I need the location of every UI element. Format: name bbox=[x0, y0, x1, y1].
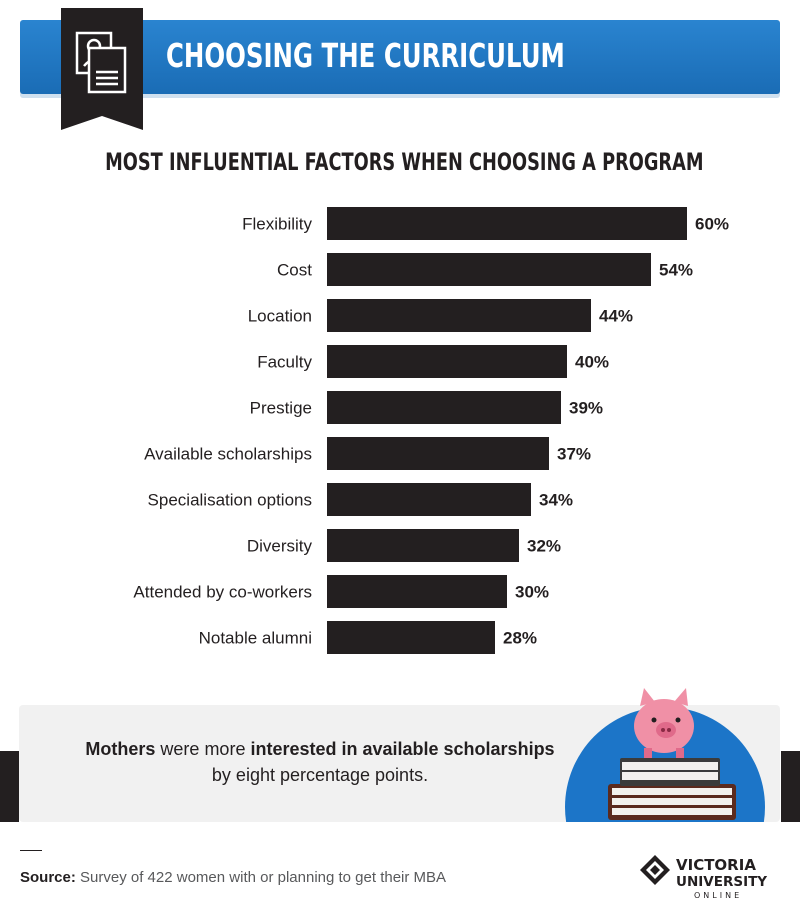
value-label: 32% bbox=[527, 537, 561, 556]
right-accent-block bbox=[781, 751, 800, 822]
profile-document-icon bbox=[61, 8, 143, 130]
bar bbox=[327, 207, 687, 240]
source-label: Source: bbox=[20, 869, 76, 886]
bar bbox=[327, 391, 561, 424]
category-label: Faculty bbox=[257, 353, 312, 372]
category-label: Prestige bbox=[250, 399, 312, 418]
logo-line-2: UNIVERSITY bbox=[676, 874, 767, 890]
value-label: 28% bbox=[503, 629, 537, 648]
callout-connector: were more bbox=[155, 739, 251, 759]
value-label: 60% bbox=[695, 215, 729, 234]
source-note: Source: Survey of 422 women with or plan… bbox=[20, 869, 446, 886]
piggy-bank-on-books-icon bbox=[565, 688, 765, 822]
victoria-university-online-logo: VICTORIA UNIVERSITY ONLINE bbox=[640, 855, 767, 900]
value-label: 54% bbox=[659, 261, 693, 280]
callout-emphasis-mothers: Mothers bbox=[85, 739, 156, 759]
bar bbox=[327, 529, 519, 562]
logo-line-3: ONLINE bbox=[694, 891, 742, 900]
callout-emphasis-scholarships: interested in available scholarships bbox=[250, 739, 555, 759]
category-label: Attended by co-workers bbox=[133, 583, 312, 602]
chart-title-text: MOST INFLUENTIAL FACTORS WHEN CHOOSING A… bbox=[105, 148, 704, 176]
callout-text: Mothers were more interested in availabl… bbox=[40, 736, 600, 788]
bar bbox=[327, 299, 591, 332]
category-label: Available scholarships bbox=[144, 445, 312, 464]
left-accent-block bbox=[0, 751, 19, 822]
value-label: 40% bbox=[575, 353, 609, 372]
chart-title: MOST INFLUENTIAL FACTORS WHEN CHOOSING A… bbox=[0, 148, 800, 176]
category-label: Flexibility bbox=[242, 215, 312, 234]
value-label: 39% bbox=[569, 399, 603, 418]
callout-detail: by eight percentage points. bbox=[211, 765, 429, 785]
value-label: 34% bbox=[539, 491, 573, 510]
page-title: CHOOSING THE CURRICULUM bbox=[166, 36, 565, 75]
bar bbox=[327, 575, 507, 608]
bar bbox=[327, 253, 651, 286]
bar bbox=[327, 345, 567, 378]
logo-line-1: VICTORIA bbox=[676, 856, 756, 874]
value-label: 44% bbox=[599, 307, 633, 326]
header-bar bbox=[20, 20, 780, 94]
category-label: Diversity bbox=[247, 537, 313, 556]
source-text: Survey of 422 women with or planning to … bbox=[75, 869, 447, 886]
bar bbox=[327, 437, 549, 470]
bar-chart: Flexibility 60% Cost 54% Location 44% Faculty 4… bbox=[133, 207, 729, 654]
category-label: Location bbox=[248, 307, 312, 326]
category-label: Cost bbox=[277, 261, 312, 280]
bar bbox=[327, 483, 531, 516]
category-label: Notable alumni bbox=[199, 629, 312, 648]
value-label: 37% bbox=[557, 445, 591, 464]
value-label: 30% bbox=[515, 583, 549, 602]
footer-divider bbox=[20, 850, 42, 851]
category-label: Specialisation options bbox=[148, 491, 312, 510]
bar bbox=[327, 621, 495, 654]
